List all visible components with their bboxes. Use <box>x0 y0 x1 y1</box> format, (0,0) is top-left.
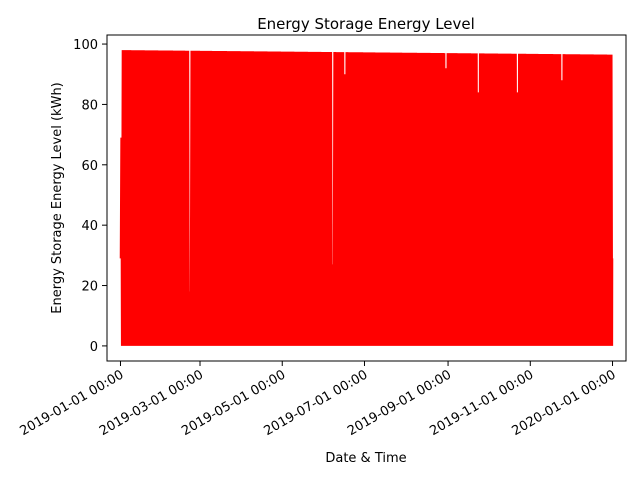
y-tick-label: 60 <box>81 159 98 174</box>
y-tick-label: 20 <box>81 280 98 295</box>
y-tick-label: 40 <box>81 219 98 234</box>
energy-level-series-line <box>119 50 614 346</box>
plot-frame <box>106 34 627 362</box>
y-tick-label: 0 <box>90 340 98 355</box>
y-axis: 0 20 40 60 80 100 <box>73 38 107 355</box>
y-axis-label: Energy Storage Energy Level (kWh) <box>50 82 65 314</box>
y-tick-label: 80 <box>81 98 98 113</box>
x-axis-label: Date & Time <box>325 451 406 466</box>
series-layer <box>119 50 614 346</box>
chart-title: Energy Storage Energy Level <box>257 15 475 33</box>
y-tick-label: 100 <box>73 38 98 53</box>
